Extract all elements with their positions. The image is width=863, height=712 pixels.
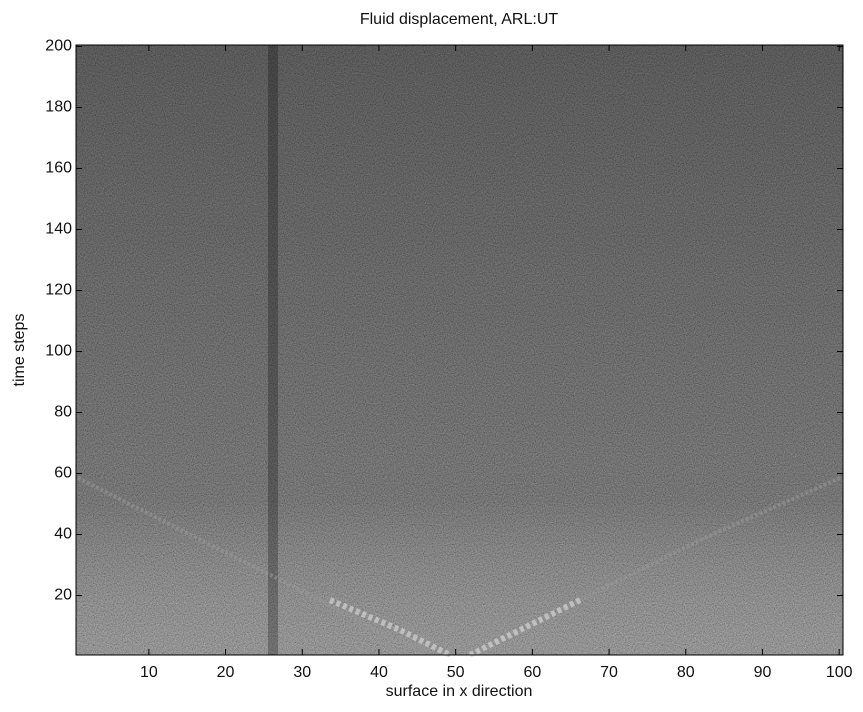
y-tick-label: 160 <box>45 160 72 177</box>
chart-title: Fluid displacement, ARL:UT <box>360 11 559 28</box>
y-axis-label: time steps <box>11 314 28 387</box>
x-tick-label: 40 <box>370 664 388 681</box>
image <box>76 45 843 658</box>
y-tick-label: 100 <box>45 343 72 360</box>
x-tick-label: 60 <box>523 664 541 681</box>
plot-frame <box>75 44 844 656</box>
x-axis-label: surface in x direction <box>386 683 533 700</box>
image-stripe <box>268 45 278 655</box>
y-tick-label: 40 <box>54 526 72 543</box>
wavefront <box>469 476 841 657</box>
wavefront-peak <box>468 597 582 658</box>
y-tick-label: 20 <box>54 587 72 604</box>
x-tick-label: 70 <box>600 664 618 681</box>
y-tick-label: 60 <box>54 465 72 482</box>
image-shade <box>76 45 843 655</box>
y-tick-label: 180 <box>45 99 72 116</box>
y-tick-label: 120 <box>45 282 72 299</box>
y-tick-label: 80 <box>54 404 72 421</box>
x-tick-label: 10 <box>140 664 158 681</box>
wavefront <box>77 476 451 657</box>
y-tick-label: 140 <box>45 221 72 238</box>
x-tick-label: 20 <box>217 664 235 681</box>
x-tick-label: 50 <box>447 664 465 681</box>
x-tick-label: 80 <box>677 664 695 681</box>
x-tick-label: 100 <box>826 664 853 681</box>
y-tick-label: 200 <box>45 38 72 55</box>
wavefront-peak <box>328 597 452 658</box>
x-tick-label: 90 <box>754 664 772 681</box>
x-tick-label: 30 <box>293 664 311 681</box>
